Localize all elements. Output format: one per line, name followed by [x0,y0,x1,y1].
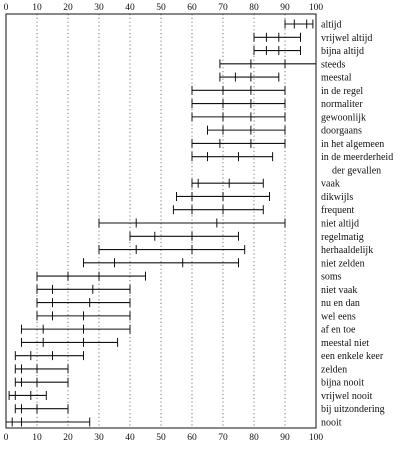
range-bar-14 [98,218,286,228]
term-label-18: soms [321,272,342,283]
top-tick-label-70: 70 [218,3,228,13]
term-label-15: regelmatig [321,232,364,243]
plot-frame [5,13,317,429]
range-bar-27 [8,390,47,400]
bottom-tick-label-80: 80 [249,433,259,443]
top-tick-label-50: 50 [156,3,166,13]
range-bar-2 [253,46,301,56]
term-label-1: vrijwel altijd [321,33,372,44]
term-label-12: dikwijls [321,192,353,203]
top-tick-label-20: 20 [63,3,73,13]
top-tick-label-90: 90 [280,3,290,13]
term-label-8: doorgaans [321,126,362,137]
range-bar-11 [191,178,264,188]
range-bar-13 [172,205,264,215]
range-bar-8 [207,125,286,135]
top-tick-label-80: 80 [249,3,259,13]
term-label-4: meestal [321,73,352,84]
bottom-tick-label-10: 10 [32,433,42,443]
range-bar-9 [191,138,286,148]
range-bar-0 [284,19,314,29]
range-bar-21 [36,311,131,321]
term-label-21: wel eens [321,311,356,322]
range-bar-5 [191,85,286,95]
range-bar-24 [14,351,84,361]
term-label-22: af en toe [321,325,356,336]
range-bar-1 [253,32,301,42]
top-tick-label-60: 60 [187,3,197,13]
range-bar-6 [191,99,286,109]
bottom-tick-label-30: 30 [94,433,104,443]
bottom-tick-label-90: 90 [280,433,290,443]
term-labels: altijd vrijwel altijd bijna altijd steeds me… [321,20,393,429]
range-bar-26 [14,377,69,387]
range-bar-17 [83,258,239,268]
term-label-9: in het algemeen [321,139,384,150]
bottom-tick-label-20: 20 [63,433,73,443]
range-bar-7 [191,112,286,122]
term-label-5: in de regel [321,86,363,97]
top-tick-label-10: 10 [32,3,42,13]
range-bar-28 [14,404,69,414]
term-label-13: frequent [321,205,355,216]
bottom-tick-label-0: 0 [4,433,9,443]
term-label-6: normaliter [321,99,363,110]
range-bar-23 [21,337,119,347]
top-tick-label-0: 0 [4,3,9,13]
bottom-tick-label-70: 70 [218,433,228,443]
term-label-20: nu en dan [321,298,360,309]
range-bar-29 [5,417,91,427]
term-label-16: herhaaldelijk [321,245,373,256]
term-label-10: in de meerderheid [321,152,393,163]
bottom-axis-ticks: 0 10 20 30 40 50 60 70 80 90 100 [4,433,324,443]
range-bar-22 [21,324,131,334]
range-bar-18 [36,271,146,281]
grid-lines [36,14,286,428]
term-label-29: nooit [321,418,342,429]
term-label-2: bijna altijd [321,46,364,57]
range-bar-15 [129,231,239,241]
term-label-17: niet zelden [321,258,365,269]
range-bar-10 [191,152,274,162]
top-tick-label-100: 100 [309,3,324,13]
range-bar-20 [36,298,131,308]
term-label-25: zelden [321,364,347,375]
term-label-14: niet altijd [321,219,359,230]
range-bar-25 [14,364,69,374]
range-bars [5,19,317,427]
top-tick-label-30: 30 [94,3,104,13]
term-label-24: een enkele keer [321,351,384,362]
term-label-26: bijna nooit [321,378,364,389]
top-tick-label-40: 40 [125,3,135,13]
range-bar-4 [219,72,280,82]
term-label-11: vaak [321,179,340,190]
term-label-3: steeds [321,59,346,70]
range-bar-16 [98,245,246,255]
term-label-0: altijd [321,20,342,31]
term-label-19: niet vaak [321,285,357,296]
term-label-7: gewoonlijk [321,112,366,123]
range-bar-12 [176,191,270,201]
bottom-tick-label-40: 40 [125,433,135,443]
top-axis-ticks: 0 10 20 30 40 50 60 70 80 90 100 [4,3,324,13]
range-bar-19 [36,284,131,294]
term-label-27: vrijwel nooit [321,391,373,402]
bottom-tick-label-60: 60 [187,433,197,443]
term-label-10-continued: der gevallen [332,165,381,176]
term-label-28: bij uitzondering [321,404,385,415]
range-bar-3 [219,59,317,69]
bottom-tick-label-100: 100 [309,433,324,443]
bottom-tick-label-50: 50 [156,433,166,443]
term-label-23: meestal niet [321,338,369,349]
